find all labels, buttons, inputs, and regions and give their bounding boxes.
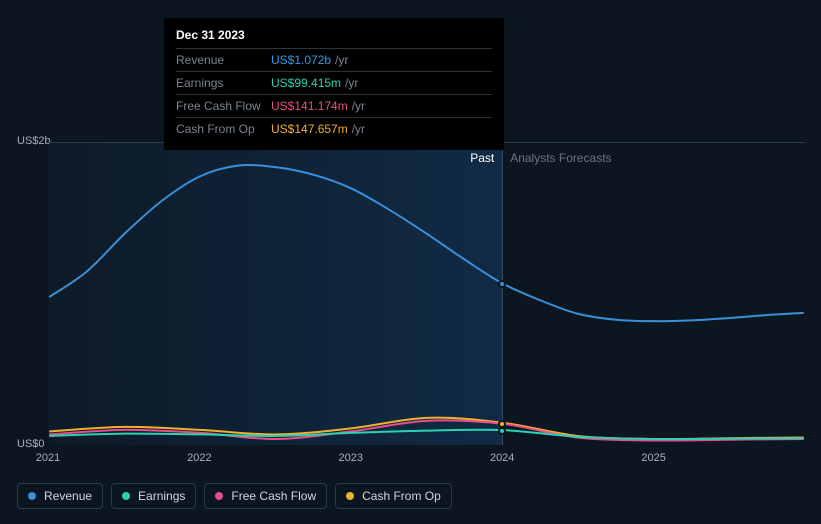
tooltip-row-label: Free Cash Flow [176, 99, 271, 113]
tooltip-row-unit: /yr [352, 99, 365, 113]
chart: US$2b US$0 Past Analysts Forecasts 2021 20… [17, 125, 805, 465]
legend-label: Earnings [138, 489, 185, 503]
y-axis-label: US$0 [17, 438, 45, 450]
tooltip-row-label: Revenue [176, 53, 271, 67]
tooltip-row-value: US$147.657m [271, 122, 348, 136]
legend-swatch-icon [215, 492, 223, 500]
legend: Revenue Earnings Free Cash Flow Cash From O… [17, 483, 452, 509]
tooltip-row-label: Cash From Op [176, 122, 271, 136]
x-axis-label: 2025 [641, 452, 665, 464]
legend-swatch-icon [28, 492, 36, 500]
marker-earnings [498, 427, 506, 435]
series-lines [48, 143, 805, 445]
y-axis-label: US$2b [17, 135, 51, 147]
tooltip-row-unit: /yr [352, 122, 365, 136]
legend-label: Cash From Op [362, 489, 441, 503]
tooltip-row-value: US$99.415m [271, 76, 341, 90]
legend-swatch-icon [346, 492, 354, 500]
tooltip-row: Cash From OpUS$147.657m/yr [176, 118, 492, 140]
legend-item-cash-from-op[interactable]: Cash From Op [335, 483, 452, 509]
tooltip: Dec 31 2023 RevenueUS$1.072b/yrEarningsU… [164, 18, 504, 150]
tooltip-row-unit: /yr [345, 76, 358, 90]
legend-item-free-cash-flow[interactable]: Free Cash Flow [204, 483, 327, 509]
x-axis-label: 2023 [339, 452, 363, 464]
x-axis-label: 2021 [36, 452, 60, 464]
legend-swatch-icon [122, 492, 130, 500]
tooltip-row: RevenueUS$1.072b/yr [176, 49, 492, 72]
tooltip-row: EarningsUS$99.415m/yr [176, 72, 492, 95]
series-revenue [49, 165, 804, 321]
tooltip-row-value: US$141.174m [271, 99, 348, 113]
tooltip-row: Free Cash FlowUS$141.174m/yr [176, 95, 492, 118]
marker-revenue [498, 280, 506, 288]
x-axis-label: 2024 [490, 452, 514, 464]
legend-item-revenue[interactable]: Revenue [17, 483, 103, 509]
tooltip-row-label: Earnings [176, 76, 271, 90]
tooltip-row-value: US$1.072b [271, 53, 331, 67]
legend-label: Free Cash Flow [231, 489, 316, 503]
tooltip-row-unit: /yr [335, 53, 348, 67]
legend-item-earnings[interactable]: Earnings [111, 483, 196, 509]
tooltip-date: Dec 31 2023 [176, 28, 492, 49]
legend-label: Revenue [44, 489, 92, 503]
x-axis-label: 2022 [187, 452, 211, 464]
plot-area[interactable]: Past Analysts Forecasts [48, 142, 805, 445]
